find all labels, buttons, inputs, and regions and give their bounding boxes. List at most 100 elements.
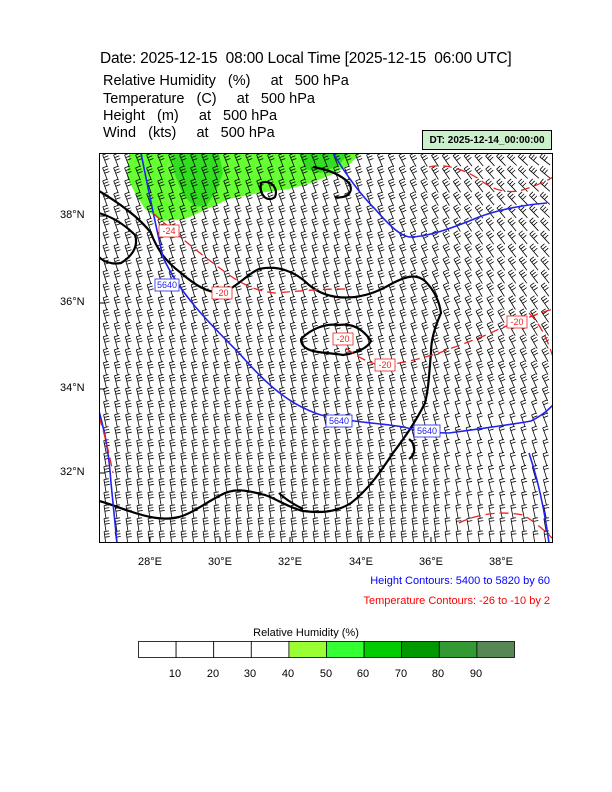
wind-barb	[345, 465, 352, 480]
wind-barb	[168, 296, 176, 311]
wind-barb	[146, 204, 154, 220]
wind-barb	[388, 321, 396, 337]
wind-barb	[268, 517, 275, 532]
wind-barb	[179, 230, 187, 246]
wind-barb	[322, 296, 330, 311]
wind-barb	[267, 282, 275, 298]
wind-barb	[345, 452, 352, 467]
wind-barb	[432, 347, 440, 363]
wind-barb	[388, 374, 396, 389]
wind-barb	[125, 374, 132, 389]
wind-barb	[323, 452, 330, 467]
wind-barb	[234, 348, 242, 363]
wind-barb	[518, 165, 528, 179]
wind-barb	[543, 491, 550, 506]
wind-barb	[201, 165, 209, 181]
wind-barb	[234, 153, 242, 168]
wind-barb	[179, 217, 187, 233]
wind-barb	[519, 295, 528, 310]
wind-barb	[179, 178, 187, 194]
wind-barb	[422, 452, 429, 467]
field-rh: Relative Humidity (%) at 500 hPa	[103, 73, 349, 89]
wind-barb	[323, 387, 330, 402]
wind-barb	[442, 165, 451, 180]
wind-barb	[179, 191, 187, 207]
wind-barb	[356, 465, 363, 480]
wind-barb	[443, 321, 451, 337]
wind-barb	[389, 400, 396, 415]
wind-barb	[355, 256, 363, 272]
wind-barb	[235, 426, 242, 441]
wind-barb	[322, 230, 330, 246]
wind-barb	[333, 322, 341, 337]
wind-barb	[454, 386, 462, 402]
wind-barb	[477, 517, 484, 532]
wind-barb	[388, 295, 396, 311]
wind-barb	[136, 400, 143, 415]
wind-barb	[528, 165, 540, 179]
wind-barb	[135, 230, 143, 246]
wind-barb	[256, 178, 264, 194]
wind-barb	[212, 335, 220, 350]
wind-barb	[180, 465, 187, 480]
wind-barb	[334, 361, 341, 376]
wind-barb	[246, 439, 253, 454]
wind-barb	[420, 217, 429, 232]
wind-barb	[322, 282, 330, 298]
wind-barb	[420, 243, 429, 259]
wind-barb	[356, 504, 363, 519]
wind-barb	[539, 153, 551, 166]
wind-barb	[201, 256, 209, 272]
wind-barb	[224, 504, 231, 519]
wind-barb	[102, 191, 110, 207]
wind-barb	[268, 439, 275, 454]
wind-barb	[224, 387, 231, 402]
wind-barb	[168, 335, 176, 350]
colorbar-box	[213, 641, 252, 658]
wind-barb	[521, 478, 528, 493]
wind-barb	[224, 517, 231, 532]
wind-barb	[497, 308, 506, 323]
wind-barb	[257, 491, 264, 506]
wind-barb	[246, 387, 253, 402]
wind-barb	[169, 361, 176, 376]
wind-barb	[421, 282, 429, 298]
wind-barb	[464, 321, 473, 337]
height-contours-legend: Height Contours: 5400 to 5820 by 60	[370, 575, 550, 587]
wind-barb	[135, 256, 143, 272]
wind-barb	[202, 439, 209, 454]
wind-barb	[541, 334, 550, 349]
wind-barb	[179, 204, 187, 220]
wind-barb	[322, 269, 330, 285]
wind-barb	[432, 412, 440, 428]
wind-barb	[278, 256, 286, 272]
wind-barb	[202, 361, 209, 376]
wind-barb	[508, 360, 517, 376]
wind-barb	[507, 165, 517, 179]
wind-barb	[235, 374, 242, 389]
wind-barb	[289, 243, 297, 259]
wind-barb	[432, 386, 440, 402]
colorbar-tick-60: 60	[356, 668, 370, 680]
wind-barb	[454, 334, 462, 350]
wind-barb	[398, 153, 407, 167]
wind-barb	[147, 504, 154, 519]
wind-barb	[124, 230, 132, 246]
wind-barb	[179, 243, 187, 259]
wind-barb	[399, 321, 407, 337]
wind-barb	[102, 335, 110, 350]
wind-barb	[201, 348, 209, 363]
wind-barb	[136, 361, 143, 376]
wind-barb	[256, 322, 264, 337]
colorbar-tick-20: 20	[206, 668, 220, 680]
wind-barb	[135, 178, 143, 194]
wind-barb	[530, 360, 539, 375]
wind-barb	[507, 204, 517, 219]
wind-barb	[509, 465, 517, 480]
wind-barb	[409, 165, 418, 180]
wind-barb	[509, 452, 516, 467]
wind-barb	[529, 243, 539, 258]
wind-barb	[529, 256, 539, 271]
wind-barb	[463, 165, 473, 180]
wind-barb	[169, 374, 176, 389]
